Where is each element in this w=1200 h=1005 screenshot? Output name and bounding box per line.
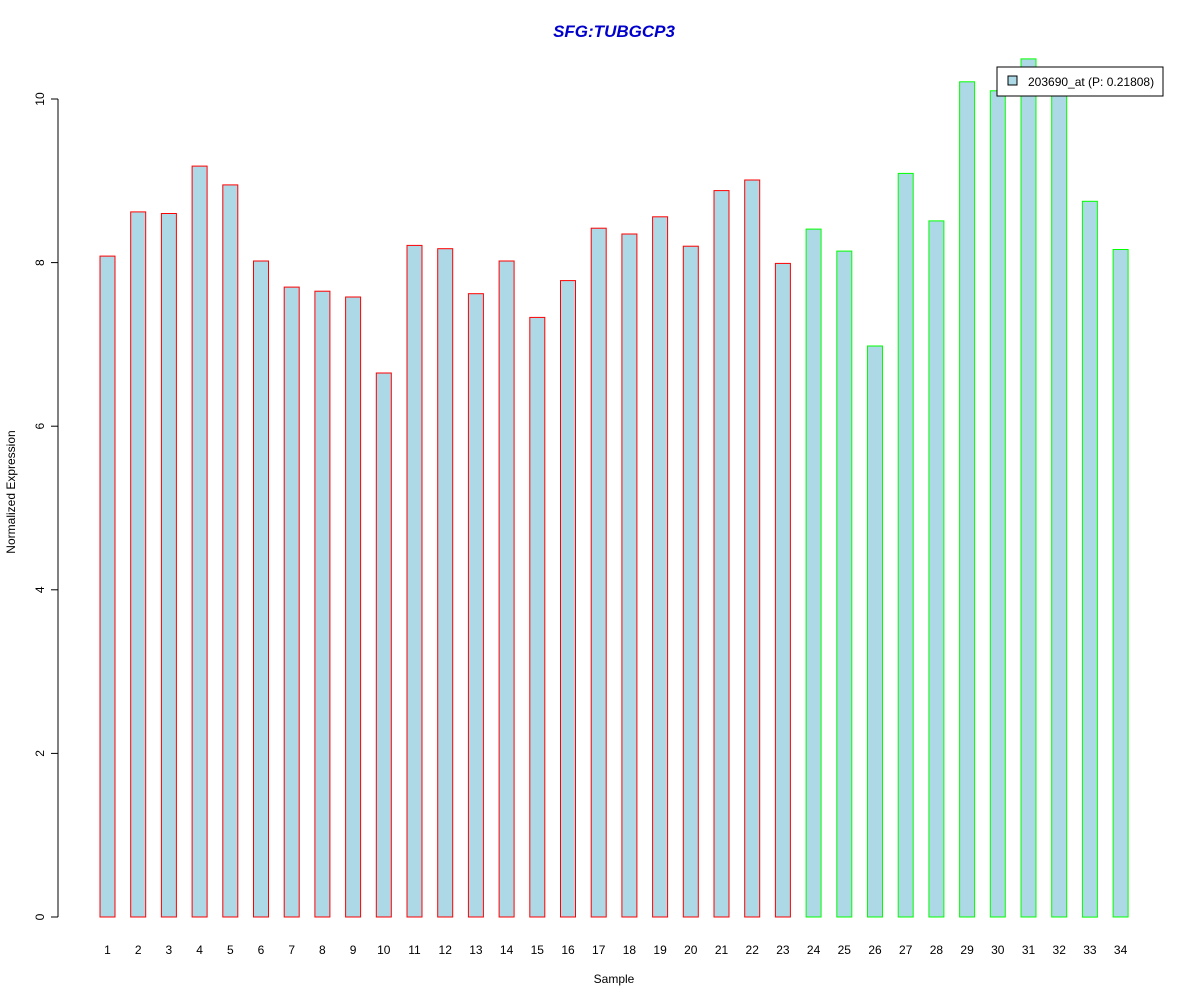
x-tick-label: 19 (653, 943, 667, 957)
bar (345, 296, 362, 918)
bar (590, 227, 607, 918)
bar (529, 316, 546, 918)
bar (498, 260, 515, 918)
x-tick-label: 18 (623, 943, 637, 957)
bar (744, 179, 761, 918)
y-tick-label: 8 (33, 259, 47, 266)
bar (1020, 58, 1037, 918)
bar (867, 345, 883, 918)
bar (805, 228, 822, 918)
x-tick-label: 6 (258, 943, 265, 957)
y-axis: 0 2 4 6 8 10 (33, 92, 59, 920)
y-tick-label: 6 (33, 423, 47, 430)
bar (560, 280, 576, 918)
x-tick-label: 17 (592, 943, 606, 957)
bar (130, 211, 147, 918)
x-tick-label: 25 (838, 943, 852, 957)
x-tick-label: 5 (227, 943, 234, 957)
bar (928, 220, 945, 918)
x-tick-label: 3 (166, 943, 173, 957)
bar (222, 184, 239, 918)
bar (989, 90, 1006, 918)
y-axis-label: Normalized Expression (4, 430, 18, 553)
x-tick-label: 29 (960, 943, 974, 957)
x-tick-label: 15 (531, 943, 545, 957)
bar (406, 244, 423, 918)
x-tick-label: 9 (350, 943, 357, 957)
x-tick-label: 34 (1114, 943, 1128, 957)
bar (713, 190, 730, 918)
y-tick-label: 2 (33, 750, 47, 757)
x-tick-label: 26 (868, 943, 882, 957)
chart-title: SFG:TUBGCP3 (553, 22, 675, 41)
x-tick-label: 10 (377, 943, 391, 957)
x-axis-label: Sample (594, 972, 635, 986)
bar (375, 372, 392, 918)
x-tick-label: 16 (561, 943, 575, 957)
x-tick-label: 12 (439, 943, 453, 957)
bar (314, 290, 331, 918)
x-tick-label: 32 (1053, 943, 1067, 957)
x-tick-label: 31 (1022, 943, 1036, 957)
bar (437, 248, 454, 918)
x-tick-label: 4 (196, 943, 203, 957)
x-tick-label: 22 (746, 943, 760, 957)
x-tick-labels: 1 2 3 4 5 6 7 8 9 10 11 12 13 14 15 16 17 18 19 20 21 22 23 24 2… (104, 943, 1127, 957)
y-tick-label: 10 (33, 92, 47, 106)
bar (160, 213, 177, 918)
x-tick-label: 20 (684, 943, 698, 957)
bar (897, 172, 914, 918)
legend-swatch (1007, 75, 1018, 86)
bar (836, 250, 853, 918)
x-tick-label: 21 (715, 943, 729, 957)
y-tick-label: 0 (33, 913, 47, 920)
x-tick-label: 24 (807, 943, 821, 957)
bar (283, 286, 300, 918)
bar (191, 165, 208, 918)
x-tick-label: 13 (469, 943, 483, 957)
x-tick-label: 28 (930, 943, 944, 957)
x-tick-label: 27 (899, 943, 913, 957)
legend-box (996, 66, 1164, 97)
bar (959, 81, 976, 918)
x-tick-label: 30 (991, 943, 1005, 957)
bar (253, 260, 269, 918)
bars (99, 58, 1129, 918)
bar (621, 233, 638, 918)
x-tick-label: 7 (288, 943, 295, 957)
bar (1112, 249, 1129, 918)
legend: 203690_at (P: 0.21808) (996, 66, 1164, 97)
bar (652, 216, 669, 918)
bar (99, 255, 116, 918)
x-tick-label: 1 (104, 943, 111, 957)
x-tick-label: 33 (1083, 943, 1097, 957)
bar (1081, 200, 1098, 918)
x-tick-label: 23 (776, 943, 790, 957)
x-tick-label: 11 (408, 943, 421, 957)
bar (467, 293, 484, 918)
bar (682, 245, 699, 918)
x-tick-label: 2 (135, 943, 142, 957)
bar (1051, 74, 1068, 918)
legend-label: 203690_at (P: 0.21808) (1028, 75, 1154, 89)
x-tick-label: 14 (500, 943, 514, 957)
bar (774, 262, 791, 918)
y-tick-label: 4 (33, 586, 47, 593)
x-tick-label: 8 (319, 943, 326, 957)
